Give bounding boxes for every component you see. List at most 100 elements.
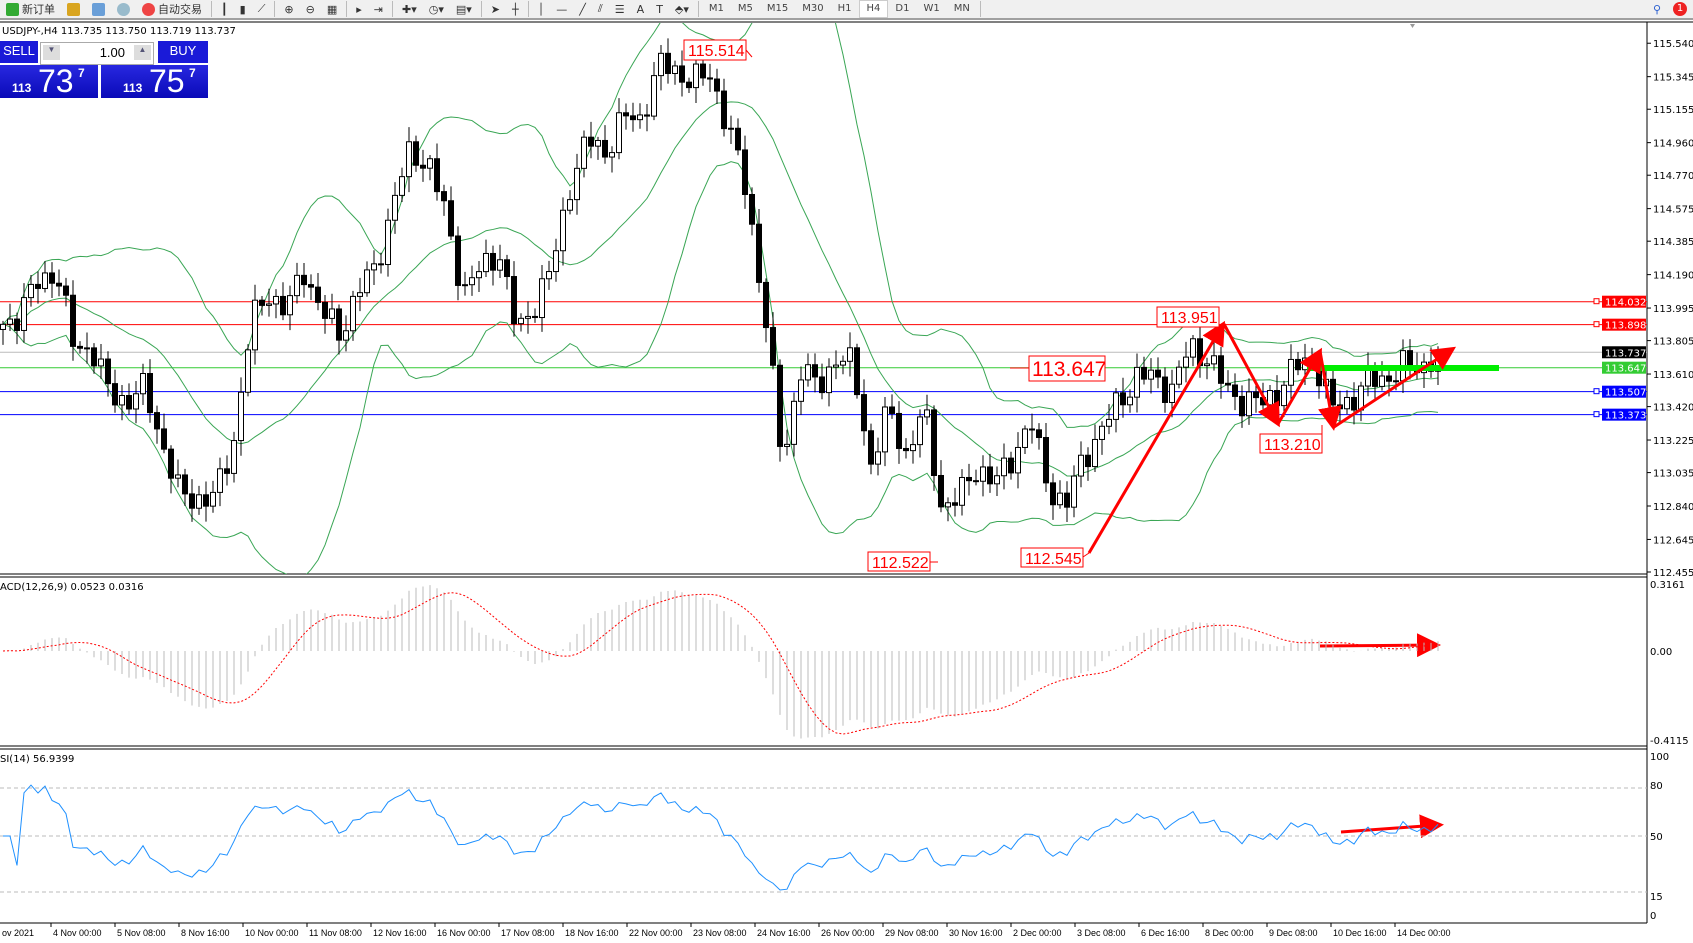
candle-body	[945, 502, 951, 508]
lot-size-value[interactable]: 1.00	[99, 45, 125, 60]
tile-windows-icon[interactable]: ▦	[326, 2, 338, 16]
trend-arrow[interactable]	[1276, 347, 1323, 425]
candle-body	[714, 78, 720, 92]
candle	[819, 363, 825, 400]
candle	[1029, 413, 1035, 444]
candle-body	[329, 308, 335, 319]
annotation-label[interactable]: 113.951	[1156, 306, 1220, 328]
candle-body	[903, 447, 909, 452]
new-order-label: 新订单	[22, 3, 55, 16]
lot-decrease-button[interactable]: ▼	[43, 45, 60, 60]
candle-body	[973, 480, 979, 483]
candle-body	[644, 114, 650, 117]
candlestick-icon[interactable]: ▮	[239, 2, 246, 16]
timeframe-m30[interactable]: M30	[802, 3, 824, 14]
candle-body	[1330, 378, 1336, 406]
timeframe-mn[interactable]: MN	[953, 3, 970, 14]
lot-increase-button[interactable]: ▲	[134, 45, 151, 60]
rsi-arrow[interactable]	[1340, 814, 1444, 839]
timeframe-h4[interactable]: H4	[858, 0, 889, 18]
fibonacci-icon[interactable]: ☰	[614, 2, 625, 16]
arrows-icon[interactable]: ⬘▾	[674, 2, 689, 16]
candle-body	[1120, 392, 1126, 406]
candle	[1190, 335, 1196, 367]
shift-marker-icon[interactable]	[1410, 24, 1415, 28]
candle-body	[280, 295, 286, 316]
buy-button[interactable]: BUY	[158, 41, 208, 63]
annotation-label[interactable]: 115.514	[683, 39, 753, 61]
candle-body	[1036, 429, 1042, 439]
trendline-icon[interactable]: ╱	[579, 2, 586, 16]
candle	[1134, 353, 1140, 413]
vertical-line-icon[interactable]: │	[537, 2, 545, 16]
timeframe-h1[interactable]: H1	[837, 3, 852, 14]
sell-button[interactable]: SELL	[0, 41, 38, 63]
cursor-icon[interactable]: ➤	[490, 2, 500, 16]
chart-shift-icon[interactable]: ⇥	[373, 2, 383, 16]
time-tick-label: 30 Nov 16:00	[949, 928, 1003, 938]
timeframe-m15[interactable]: M15	[766, 3, 789, 14]
notifications-icon[interactable]: 1	[1667, 0, 1693, 18]
timeframe-m1[interactable]: M1	[708, 3, 724, 14]
candle	[637, 103, 643, 129]
annotation-label[interactable]: 113.647	[1010, 355, 1106, 382]
candle	[217, 457, 223, 507]
text-label-icon[interactable]: T	[656, 2, 663, 16]
candle-body	[504, 259, 510, 278]
candle	[896, 401, 902, 464]
timeframe-m5[interactable]: M5	[737, 3, 753, 14]
bar-chart-icon[interactable]: ┃	[221, 2, 228, 16]
candle-body	[126, 395, 132, 410]
candle-body	[1015, 446, 1021, 474]
lot-size-field[interactable]: ▼ 1.00 ▲	[40, 42, 154, 65]
line-chart-icon[interactable]: ⟋	[257, 2, 266, 15]
search-icon[interactable]: ⚲	[1652, 2, 1661, 16]
annotation-label[interactable]: 112.522	[867, 551, 938, 572]
trend-arrow[interactable]	[1222, 323, 1280, 428]
crosshair-icon[interactable]: ┼	[512, 2, 519, 16]
signals-icon[interactable]	[117, 2, 130, 16]
price-annotations[interactable]: 115.514 113.951 113.647 113.210 112.522 …	[683, 39, 1323, 572]
auto-trading-button[interactable]: 自动交易	[136, 0, 208, 18]
sell-price[interactable]: 113 73 7	[0, 63, 98, 99]
equidistant-channel-icon[interactable]: ⫽	[597, 2, 603, 15]
candle-body	[196, 494, 202, 509]
periods-icon[interactable]: ◷▾	[428, 2, 444, 16]
candle	[651, 61, 657, 121]
candle-body	[35, 283, 41, 289]
candle	[504, 254, 510, 290]
templates-icon[interactable]: ▤▾	[455, 2, 472, 16]
annotation-label[interactable]: 113.210	[1259, 425, 1323, 454]
timeframe-d1[interactable]: D1	[895, 3, 910, 14]
rsi-axis-label: 15	[1650, 892, 1663, 903]
market-watch-icon[interactable]	[92, 2, 105, 16]
navigator-icon[interactable]	[67, 2, 80, 16]
horizontal-line-icon[interactable]: —	[556, 2, 568, 16]
trend-arrow[interactable]	[1318, 350, 1342, 431]
candle	[1099, 421, 1105, 455]
text-icon[interactable]: A	[636, 2, 645, 16]
buy-price[interactable]: 113 75 7	[101, 63, 208, 99]
macd-arrow[interactable]	[1319, 633, 1441, 658]
annotation-text: 113.210	[1264, 437, 1321, 454]
candle-body	[651, 75, 657, 117]
candle-body	[217, 468, 223, 493]
annotation-label[interactable]: 112.545	[1020, 547, 1090, 568]
candle-body	[56, 282, 62, 287]
zoom-in-icon[interactable]: ⊕	[284, 2, 294, 16]
timeframe-w1[interactable]: W1	[923, 3, 940, 14]
new-order-button[interactable]: 新订单	[0, 0, 61, 18]
candle-body	[1407, 350, 1413, 367]
drawing-objects[interactable]	[1087, 320, 1499, 839]
indicators-icon[interactable]: ✚▾	[401, 2, 417, 16]
candle	[287, 285, 293, 331]
candle-body	[1169, 383, 1175, 403]
trend-arrow[interactable]	[1087, 320, 1226, 554]
rsi-axis-label: 0	[1650, 911, 1656, 922]
auto-scroll-icon[interactable]: ▸	[356, 2, 362, 16]
candle	[1155, 357, 1161, 389]
zoom-out-icon[interactable]: ⊖	[305, 2, 315, 16]
trend-arrow[interactable]	[1333, 346, 1457, 429]
price-tick-label: 115.155	[1653, 105, 1693, 116]
